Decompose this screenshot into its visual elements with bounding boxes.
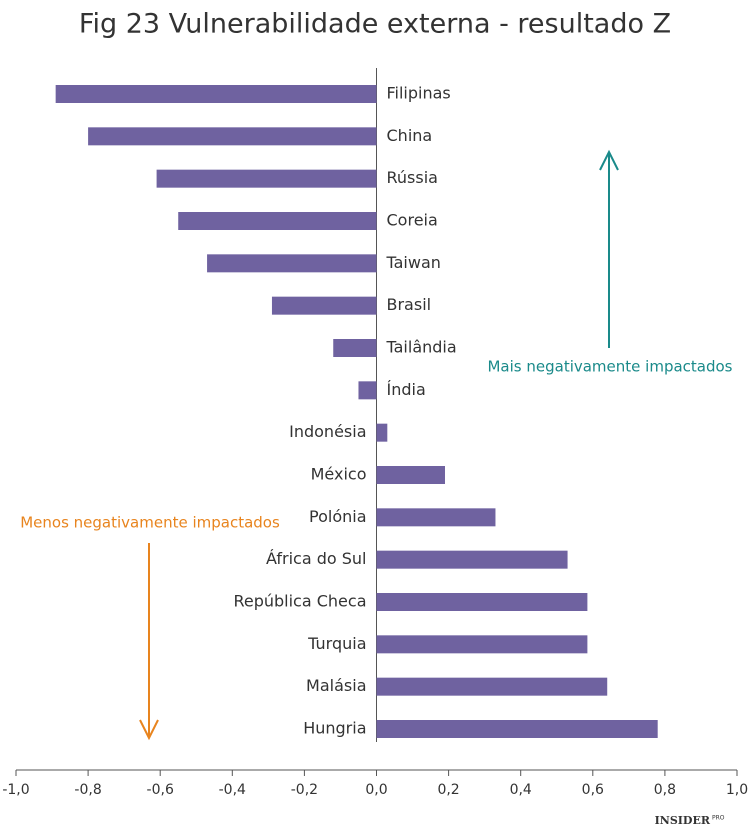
category-label: Coreia [387,211,438,230]
bar [358,381,377,400]
x-tick-label: -0,2 [291,782,318,798]
arrow [599,149,619,348]
arrow [139,543,159,741]
category-label: África do Sul [266,549,367,568]
bar [156,169,377,188]
bar [207,254,377,273]
chart-title: Fig 23 Vulnerabilidade externa - resulta… [79,9,671,40]
logo-suffix: PRO [712,815,725,822]
bar [333,339,377,357]
category-label: Filipinas [387,84,451,103]
bar [376,550,568,569]
category-label: Índia [387,380,426,399]
annotation: Mais negativamente impactados [487,358,732,376]
bar [376,423,388,442]
x-tick-label: -0,4 [219,782,246,798]
x-tick-label: -1,0 [2,782,29,798]
bar [376,720,658,738]
x-tick-label: -0,8 [74,782,101,798]
category-label: Taiwan [386,253,441,272]
bar [88,127,377,146]
x-tick-label: -0,6 [147,782,174,798]
annotation: Menos negativamente impactados [20,514,280,532]
category-label: Hungria [303,719,366,738]
category-label: Polónia [309,507,367,526]
category-label: República Checa [233,592,366,611]
bar [376,508,496,527]
category-label: Brasil [387,295,432,314]
category-label: Tailândia [386,338,457,357]
x-tick-label: 0,0 [365,782,387,798]
x-tick-label: 0,2 [437,782,459,798]
category-label: México [311,465,367,484]
bar [376,677,608,696]
x-tick-label: 0,8 [654,782,676,798]
category-label: Malásia [306,676,366,695]
x-tick-label: 0,4 [510,782,532,798]
category-label: Turquia [307,634,366,653]
logo: INSIDER [655,814,711,827]
bar [376,635,588,654]
category-label: Indonésia [289,422,366,441]
bar [376,466,445,484]
bar [178,212,377,230]
category-label: China [387,126,433,145]
bar [376,593,588,611]
x-tick-label: 0,6 [582,782,604,798]
category-label: Rússia [387,168,438,187]
x-tick-label: 1,0 [726,782,748,798]
bar [55,85,377,103]
bar [271,296,377,315]
